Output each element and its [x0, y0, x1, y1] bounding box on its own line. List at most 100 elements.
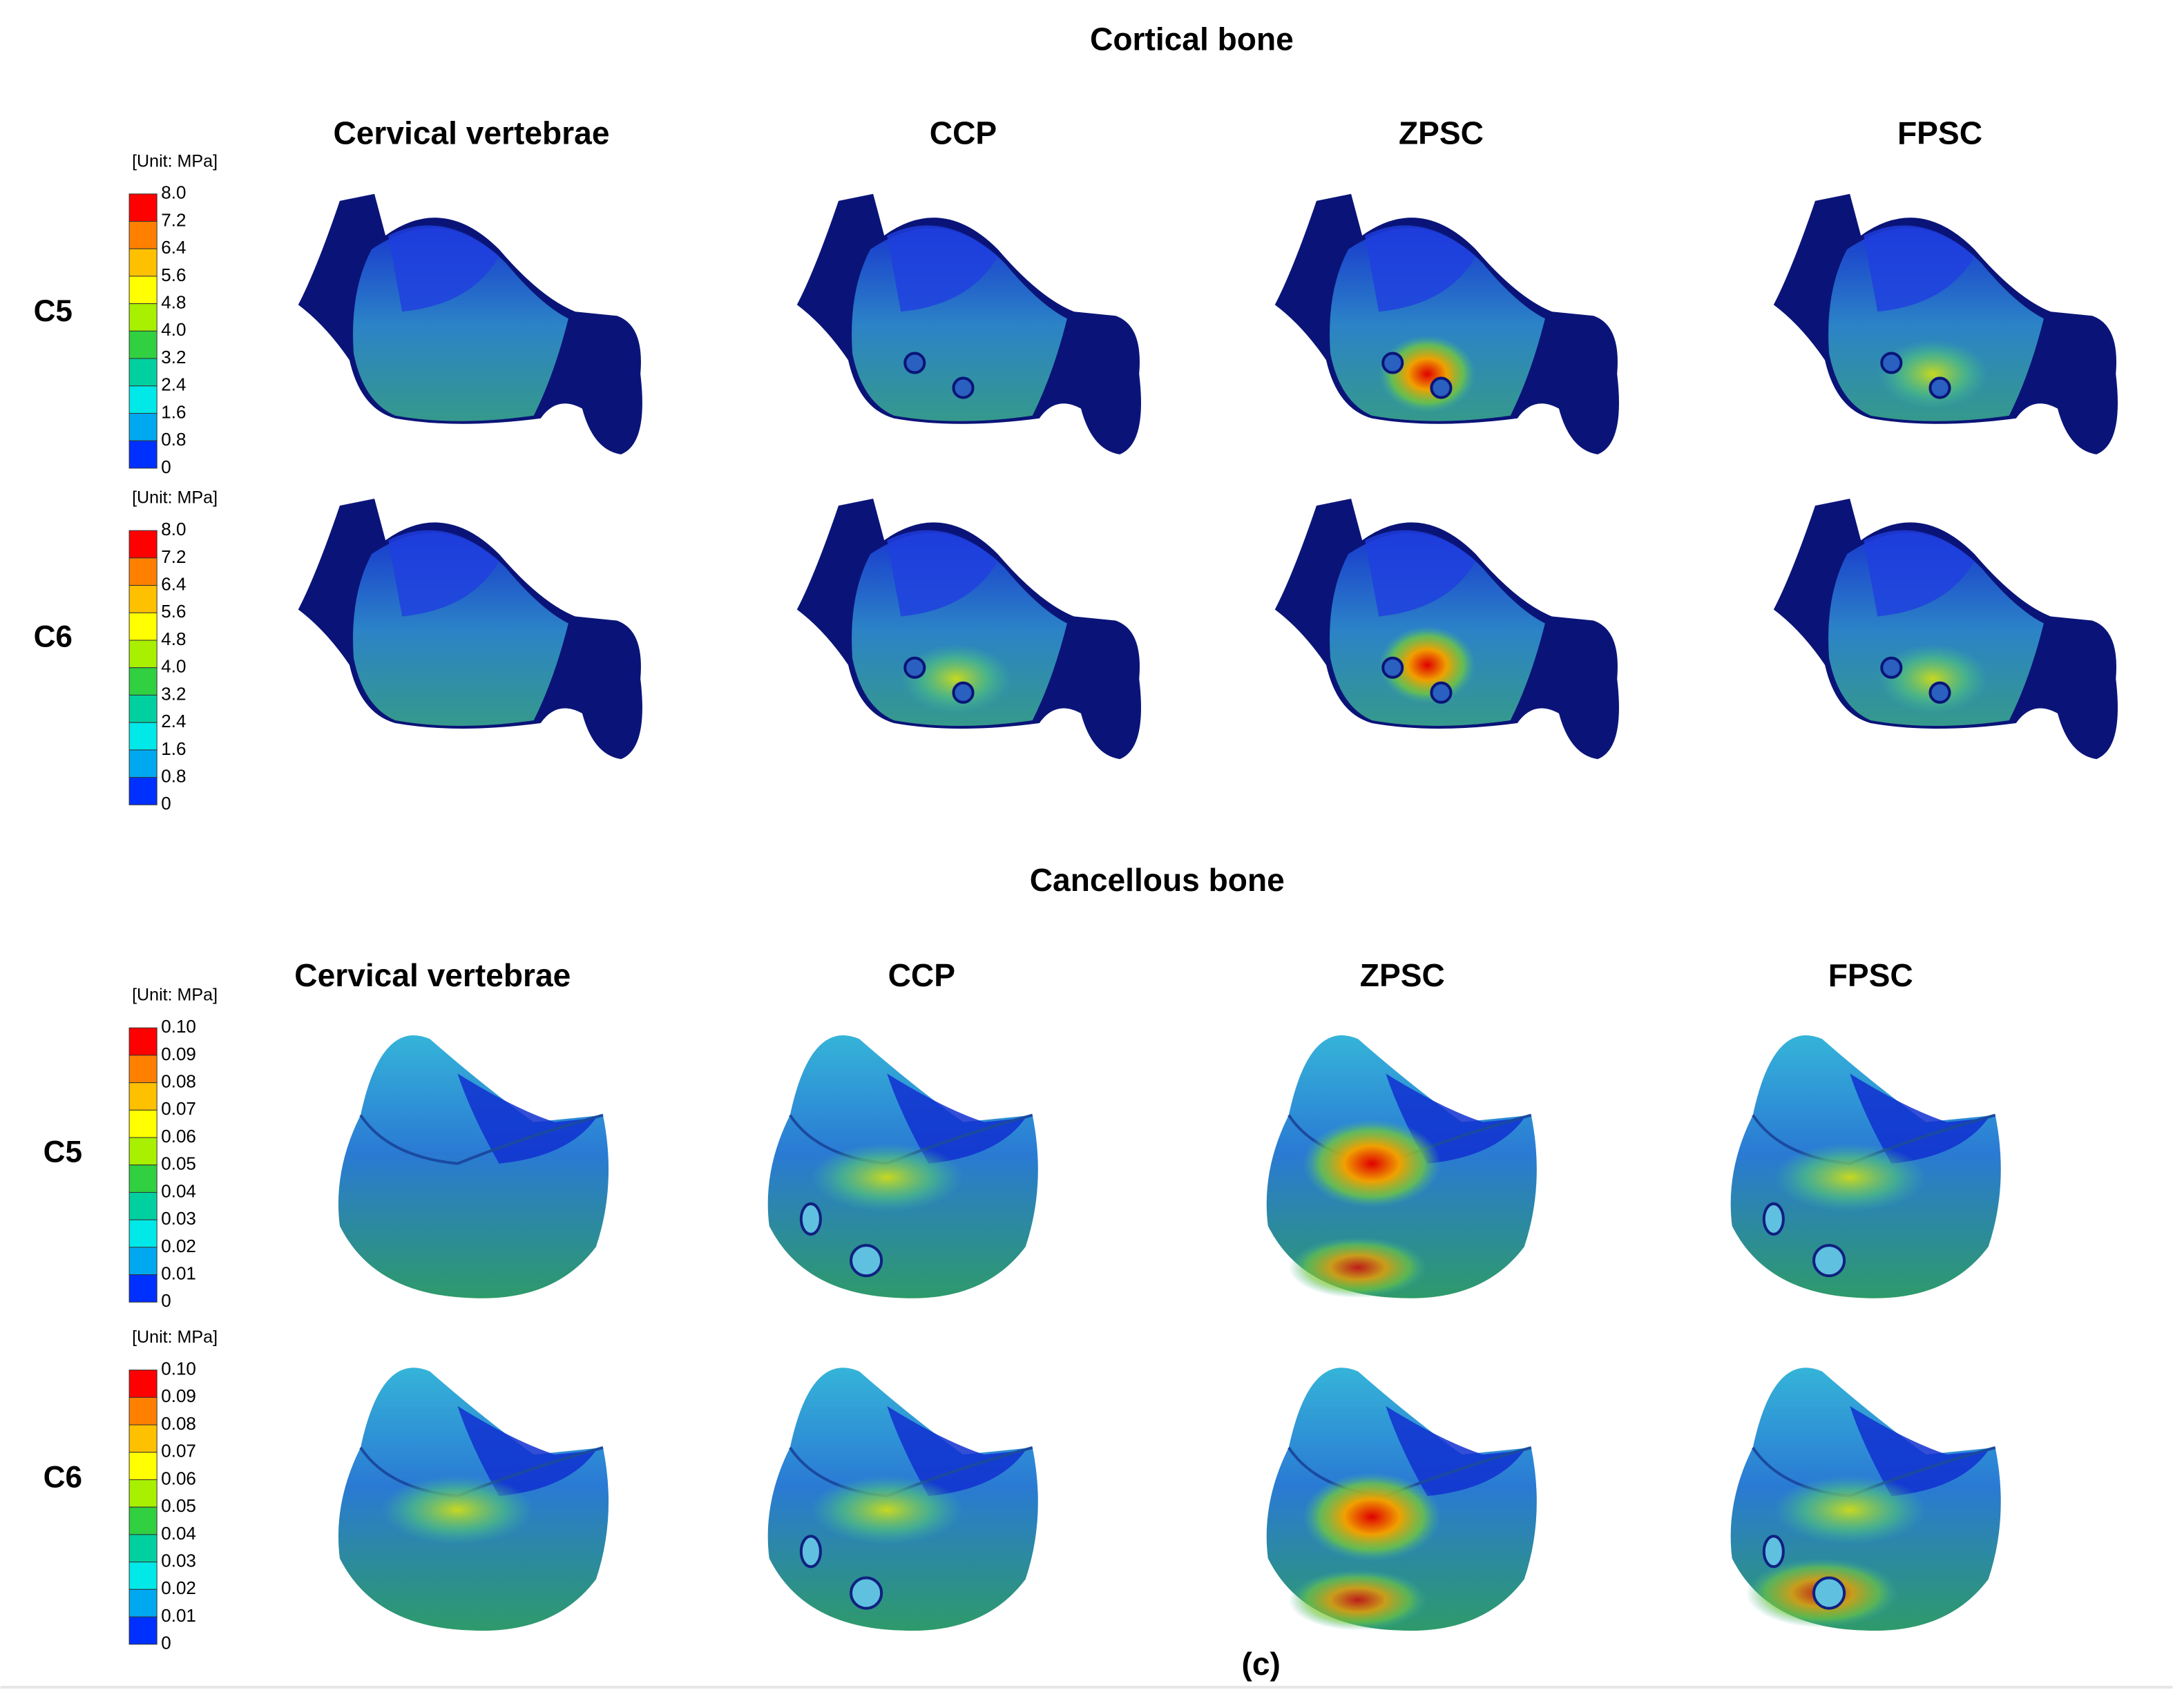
- legend-swatch: [128, 1479, 157, 1508]
- legend-swatch: [128, 612, 157, 641]
- legend-swatch: [128, 358, 157, 387]
- legend-swatch: [128, 1055, 157, 1084]
- stress-spot: [1288, 1569, 1428, 1631]
- legend-tick-label: 0.07: [161, 1441, 196, 1461]
- legend-tick-label: 1.6: [161, 401, 186, 422]
- legend-tick-label: 3.2: [161, 683, 186, 704]
- legend-tick-label: 0.8: [161, 765, 186, 786]
- legend-swatch: [128, 440, 157, 469]
- stress-spot: [1302, 1472, 1442, 1562]
- legend-swatch: [128, 303, 157, 332]
- bone-top: [1864, 530, 1975, 617]
- legend-swatch: [128, 557, 157, 586]
- legend-tick-label: 7.2: [161, 209, 186, 230]
- legend-tick-label: 0.03: [161, 1550, 196, 1571]
- legend-swatch: [128, 221, 157, 249]
- bone-dark: [887, 1405, 1026, 1497]
- legend-tick-label: 0: [161, 793, 171, 814]
- column-header: CCP: [888, 957, 955, 993]
- bone-dark: [887, 1073, 1026, 1164]
- legend-swatch: [128, 1562, 157, 1590]
- column-header: ZPSC: [1399, 115, 1484, 151]
- legend-tick-label: 4.8: [161, 628, 186, 649]
- legend-swatch: [128, 412, 157, 441]
- screw-hole: [903, 352, 926, 374]
- legend-tick-label: 8.0: [161, 519, 186, 539]
- legend-swatch: [128, 1191, 157, 1220]
- stress-spot: [901, 644, 1012, 713]
- bone-top: [388, 225, 499, 312]
- legend-swatch: [128, 276, 157, 305]
- legend-tick-label: 3.2: [161, 347, 186, 367]
- legend-swatch: [128, 193, 157, 222]
- cancellous-model: [767, 1035, 1038, 1298]
- stress-spot: [1288, 1237, 1428, 1298]
- legend-swatch: [128, 1247, 157, 1276]
- screw-hole: [1762, 1202, 1785, 1236]
- legend-swatch: [128, 1534, 157, 1563]
- legend-tick-label: 0.06: [161, 1468, 196, 1488]
- screw-hole: [952, 376, 975, 399]
- legend-tick-label: 7.2: [161, 546, 186, 567]
- legend-tick-label: 5.6: [161, 265, 186, 285]
- legend-swatch: [128, 1424, 157, 1453]
- legend-tick-label: 0.08: [161, 1413, 196, 1434]
- legend-tick-label: 0.01: [161, 1605, 196, 1626]
- screw-hole: [850, 1576, 883, 1610]
- cancellous-model: [1266, 1035, 1537, 1298]
- legend-tick-label: 4.8: [161, 292, 186, 313]
- legend-tick-label: 1.6: [161, 738, 186, 759]
- section-title: Cortical bone: [1090, 21, 1294, 57]
- screw-hole: [1880, 352, 1903, 374]
- stress-spot: [381, 1475, 534, 1545]
- legend-tick-label: 2.4: [161, 711, 186, 731]
- screw-hole: [1880, 656, 1903, 679]
- legend-tick-label: 0.08: [161, 1071, 196, 1092]
- legend-tick-label: 0.01: [161, 1263, 196, 1284]
- legend-swatch: [128, 1616, 157, 1645]
- column-header: Cervical vertebrae: [294, 957, 571, 993]
- legend-swatch: [128, 1452, 157, 1480]
- legend-tick-label: 0.05: [161, 1495, 196, 1516]
- bone-top: [887, 530, 998, 617]
- cancellous-model: [1730, 1368, 2001, 1631]
- screw-hole: [903, 656, 926, 679]
- legend-tick-label: 0.06: [161, 1126, 196, 1146]
- legend-swatch: [128, 667, 157, 695]
- screw-hole: [1762, 1535, 1785, 1568]
- legend-tick-label: 8.0: [161, 182, 186, 203]
- stress-spot: [1877, 644, 1989, 713]
- legend-swatch: [128, 385, 157, 414]
- cancellous-model: [1266, 1368, 1537, 1631]
- cancellous-model: [338, 1368, 609, 1631]
- cancellous-model: [767, 1368, 1038, 1631]
- column-header: ZPSC: [1360, 957, 1445, 993]
- legend-swatch: [128, 722, 157, 751]
- legend-tick-label: 0.10: [161, 1359, 196, 1379]
- cortical-model: [298, 499, 642, 760]
- screw-hole: [799, 1535, 822, 1568]
- legend-swatch: [128, 640, 157, 669]
- legend-swatch: [128, 694, 157, 723]
- section-title: Cancellous bone: [1030, 862, 1285, 898]
- legend-tick-label: 6.4: [161, 573, 186, 594]
- row-label: C5: [44, 1135, 82, 1169]
- legend-swatch: [128, 330, 157, 359]
- screw-hole: [1381, 352, 1404, 374]
- legend-swatch: [128, 1137, 157, 1166]
- bone-top: [1365, 225, 1476, 312]
- cancellous-model: [1730, 1035, 2001, 1298]
- row-label: C5: [34, 294, 73, 328]
- row-label: C6: [44, 1461, 82, 1495]
- bone-top: [1365, 530, 1476, 617]
- legend-swatch: [128, 1506, 157, 1535]
- legend-tick-label: 5.6: [161, 601, 186, 622]
- bone-body: [338, 1035, 609, 1298]
- legend-tick-label: 0: [161, 457, 171, 477]
- legend-swatch: [128, 1274, 157, 1303]
- cortical-model: [1773, 193, 2118, 454]
- legend-unit: [Unit: MPa]: [132, 986, 218, 1005]
- legend-unit: [Unit: MPa]: [132, 151, 218, 171]
